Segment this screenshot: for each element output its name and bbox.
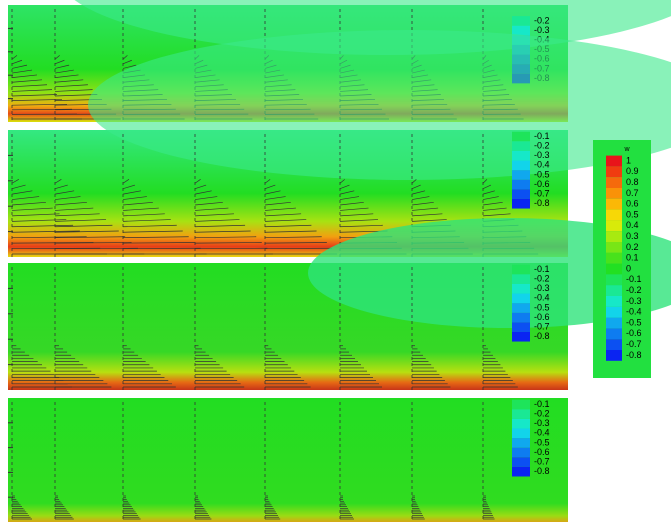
colorbar-swatch <box>606 166 622 177</box>
legend-swatch <box>512 161 530 171</box>
legend-swatch <box>512 151 530 161</box>
colorbar-swatch <box>606 156 622 167</box>
colorbar-swatch <box>606 350 622 361</box>
colorbar-label: -0.2 <box>626 285 642 295</box>
legend-swatch <box>512 313 530 323</box>
colorbar-label: -0.1 <box>626 274 642 284</box>
colorbar-label: -0.4 <box>626 307 642 317</box>
colorbar-swatch <box>606 210 622 221</box>
legend-label: -0.2 <box>534 15 550 25</box>
legend-label: -0.6 <box>534 179 550 189</box>
legend-label: -0.7 <box>534 456 550 466</box>
colorbar-label: -0.5 <box>626 317 642 327</box>
legend-swatch <box>512 400 530 410</box>
legend-label: -0.2 <box>534 274 550 284</box>
legend-swatch <box>512 438 530 448</box>
colorbar-label: 0 <box>626 263 631 273</box>
legend-swatch <box>512 284 530 294</box>
legend-label: -0.1 <box>534 264 550 274</box>
legend-label: -0.8 <box>534 198 550 208</box>
colorbar-swatch <box>606 220 622 231</box>
legend-swatch <box>512 294 530 304</box>
colorbar-label: 1 <box>626 155 631 165</box>
colorbar-label: 0.5 <box>626 209 639 219</box>
legend-swatch <box>512 448 530 458</box>
legend-label: -0.5 <box>534 437 550 447</box>
legend-label: -0.8 <box>534 331 550 341</box>
legend-label: -0.6 <box>534 447 550 457</box>
legend-label: -0.3 <box>534 25 550 35</box>
legend-swatch <box>512 457 530 467</box>
colorbar-label: 0.1 <box>626 253 639 263</box>
colorbar-label: 0.9 <box>626 166 639 176</box>
colorbar-label: 0.6 <box>626 199 639 209</box>
figure: -0.2-0.3-0.4-0.5-0.6-0.7-0.8-0.1-0.2-0.3… <box>0 0 671 525</box>
legend-swatch <box>512 199 530 209</box>
legend-swatch <box>512 141 530 151</box>
legend-swatch <box>512 132 530 142</box>
colorbar-title: w <box>623 146 630 153</box>
legend-label: -0.4 <box>534 428 550 438</box>
legend-swatch <box>512 419 530 429</box>
legend-swatch <box>512 26 530 36</box>
colorbar-swatch <box>606 242 622 253</box>
legend-label: -0.6 <box>534 312 550 322</box>
legend-swatch <box>512 332 530 342</box>
legend-label: -0.4 <box>534 293 550 303</box>
legend-label: -0.5 <box>534 302 550 312</box>
legend-label: -0.1 <box>534 131 550 141</box>
colorbar-swatch <box>606 318 622 329</box>
legend-swatch <box>512 274 530 284</box>
legend-swatch <box>512 428 530 438</box>
legend-label: -0.8 <box>534 466 550 476</box>
colorbar-label: -0.6 <box>626 328 642 338</box>
legend-label: -0.2 <box>534 408 550 418</box>
legend-label: -0.3 <box>534 150 550 160</box>
legend-label: -0.2 <box>534 141 550 151</box>
colorbar-label: 0.8 <box>626 177 639 187</box>
legend-label: -0.4 <box>534 160 550 170</box>
colorbar-label: 0.7 <box>626 188 639 198</box>
colorbar-label: 0.2 <box>626 242 639 252</box>
colorbar-swatch <box>606 199 622 210</box>
legend-label: -0.3 <box>534 418 550 428</box>
legend-label: -0.5 <box>534 169 550 179</box>
colorbar-swatch <box>606 307 622 318</box>
legend-label: -0.7 <box>534 189 550 199</box>
colorbar-label: -0.3 <box>626 296 642 306</box>
colorbar-swatch <box>606 285 622 296</box>
legend-swatch <box>512 189 530 199</box>
colorbar-label: 0.3 <box>626 231 639 241</box>
colorbar-swatch <box>606 231 622 242</box>
legend-label: -0.1 <box>534 399 550 409</box>
legend-swatch <box>512 322 530 332</box>
colorbar-label: -0.8 <box>626 350 642 360</box>
colorbar-swatch <box>606 264 622 275</box>
colorbar-label: -0.7 <box>626 339 642 349</box>
legend-swatch <box>512 467 530 477</box>
legend-label: -0.3 <box>534 283 550 293</box>
legend-swatch <box>512 16 530 26</box>
colorbar-swatch <box>606 296 622 307</box>
colorbar-swatch <box>606 339 622 350</box>
legend-swatch <box>512 170 530 180</box>
colorbar-swatch <box>606 328 622 339</box>
colorbar-swatch <box>606 274 622 285</box>
colorbar-swatch <box>606 188 622 199</box>
colorbar-swatch <box>606 177 622 188</box>
legend-swatch <box>512 409 530 419</box>
contour-panel: -0.1-0.2-0.3-0.4-0.5-0.6-0.7-0.8 <box>8 398 568 522</box>
colorbar: w10.90.80.70.60.50.40.30.20.10-0.1-0.2-0… <box>593 140 651 378</box>
legend-swatch <box>512 303 530 313</box>
legend-label: -0.7 <box>534 322 550 332</box>
legend-swatch <box>512 180 530 190</box>
colorbar-label: 0.4 <box>626 220 639 230</box>
legend-swatch <box>512 265 530 275</box>
colorbar-swatch <box>606 253 622 264</box>
